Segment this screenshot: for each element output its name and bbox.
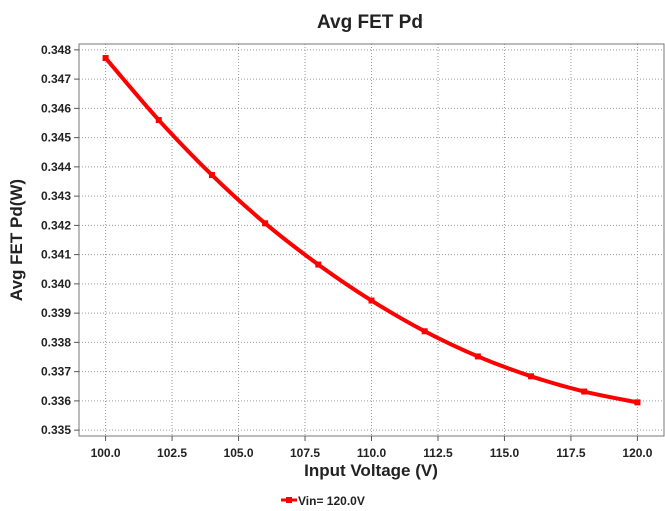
x-tick-label: 100.0	[91, 446, 121, 460]
y-tick-label: 0.348	[41, 43, 71, 57]
x-axis-title: Input Voltage (V)	[304, 461, 438, 480]
series-line	[103, 56, 640, 405]
y-tick-label: 0.341	[41, 248, 71, 262]
x-tick-label: 110.0	[357, 446, 387, 460]
data-point	[315, 261, 322, 268]
data-point	[155, 117, 162, 124]
x-tick-label: 120.0	[622, 446, 652, 460]
data-point	[368, 297, 375, 304]
grid-lines	[79, 44, 664, 436]
y-tick-label: 0.347	[41, 72, 71, 86]
x-tick-label: 115.0	[490, 446, 520, 460]
legend-swatch-marker	[286, 497, 292, 503]
data-point	[474, 353, 481, 360]
y-tick-label: 0.344	[41, 160, 71, 174]
x-tick-label: 112.5	[423, 446, 453, 460]
y-tick-label: 0.342	[41, 218, 71, 232]
data-point	[528, 373, 535, 380]
x-tick-label: 117.5	[556, 446, 586, 460]
y-tick-label: 0.340	[41, 277, 71, 291]
x-tick-label: 105.0	[224, 446, 254, 460]
x-axis: 100.0 102.5 105.0 107.5 110.0 112.5 115.0 117.5…	[91, 436, 653, 460]
legend-label: Vin= 120.0V	[298, 494, 365, 508]
data-point	[262, 220, 269, 227]
series-layer	[102, 55, 641, 406]
y-tick-label: 0.338	[41, 335, 71, 349]
y-tick-label: 0.343	[41, 189, 71, 203]
x-tick-label: 102.5	[157, 446, 187, 460]
y-tick-label: 0.335	[41, 423, 71, 437]
y-axis: 0.335 0.336 0.337 0.338 0.339 0.340 0.341 0.342…	[41, 43, 79, 437]
data-point	[581, 388, 588, 395]
data-point	[102, 55, 109, 62]
y-tick-label: 0.345	[41, 131, 71, 145]
y-tick-label: 0.346	[41, 101, 71, 115]
y-tick-label: 0.336	[41, 394, 71, 408]
data-point	[634, 399, 641, 406]
legend: Vin= 120.0V	[281, 494, 365, 508]
y-tick-label: 0.337	[41, 365, 71, 379]
y-axis-title: Avg FET Pd(W)	[7, 179, 26, 301]
x-tick-label: 107.5	[290, 446, 320, 460]
data-point	[208, 172, 215, 179]
chart-title: Avg FET Pd	[317, 12, 423, 33]
data-point	[421, 328, 428, 335]
y-tick-label: 0.339	[41, 306, 71, 320]
